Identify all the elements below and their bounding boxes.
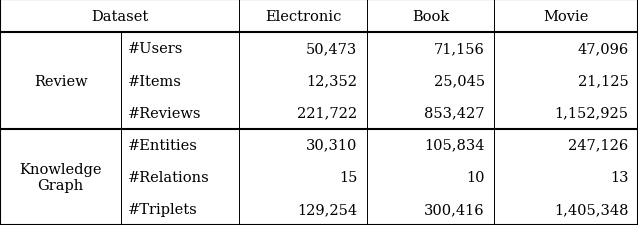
Text: 129,254: 129,254: [297, 202, 357, 216]
Text: Electronic: Electronic: [265, 10, 341, 24]
Text: 50,473: 50,473: [306, 42, 357, 56]
Text: 1,405,348: 1,405,348: [554, 202, 628, 216]
Text: 71,156: 71,156: [434, 42, 485, 56]
Text: 47,096: 47,096: [577, 42, 628, 56]
Text: 15: 15: [339, 170, 357, 184]
Text: 1,152,925: 1,152,925: [554, 106, 628, 120]
Text: 12,352: 12,352: [306, 74, 357, 88]
Text: Movie: Movie: [544, 10, 589, 24]
Text: 30,310: 30,310: [306, 138, 357, 152]
Text: 13: 13: [610, 170, 628, 184]
Text: 247,126: 247,126: [568, 138, 628, 152]
Text: Review: Review: [34, 74, 87, 88]
Text: #Items: #Items: [128, 74, 181, 88]
Text: 25,045: 25,045: [434, 74, 485, 88]
Text: Dataset: Dataset: [91, 10, 148, 24]
Text: #Entities: #Entities: [128, 138, 198, 152]
Text: #Users: #Users: [128, 42, 183, 56]
Text: 105,834: 105,834: [424, 138, 485, 152]
Text: #Reviews: #Reviews: [128, 106, 201, 120]
Text: #Relations: #Relations: [128, 170, 209, 184]
Text: 221,722: 221,722: [297, 106, 357, 120]
Text: 853,427: 853,427: [424, 106, 485, 120]
Text: 10: 10: [466, 170, 485, 184]
Text: Knowledge
Graph: Knowledge Graph: [19, 162, 102, 192]
Text: Book: Book: [412, 10, 449, 24]
Text: 300,416: 300,416: [424, 202, 485, 216]
Text: 21,125: 21,125: [577, 74, 628, 88]
Text: #Triplets: #Triplets: [128, 202, 197, 216]
